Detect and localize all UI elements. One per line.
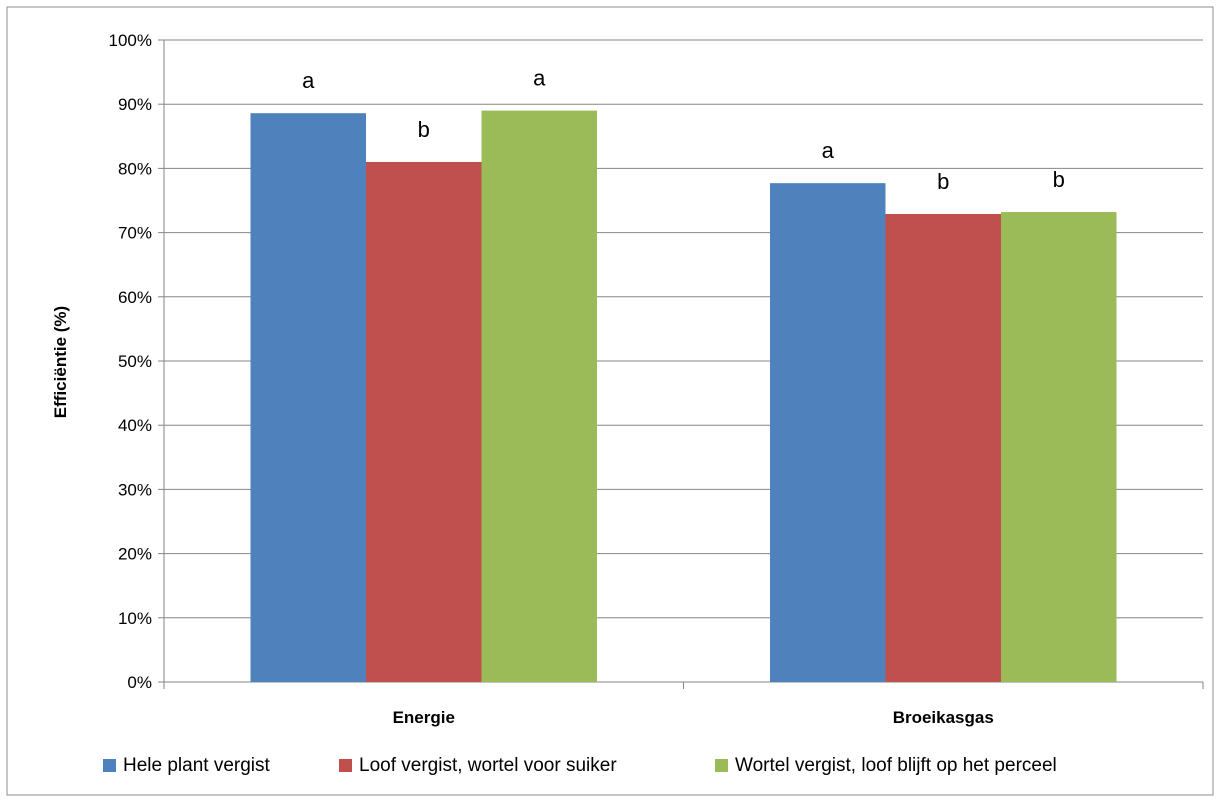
- legend-label: Hele plant vergist: [123, 755, 271, 776]
- y-tick-label: 0%: [127, 673, 152, 692]
- y-tick-label: 80%: [118, 159, 152, 178]
- bar: [366, 161, 482, 683]
- y-tick-label: 40%: [118, 416, 152, 435]
- x-tick-label: Energie: [393, 708, 455, 727]
- data-label: b: [1053, 167, 1065, 192]
- legend: Hele plant vergist Loof vergist, wortel v…: [103, 755, 1057, 776]
- bars: [250, 110, 1117, 683]
- data-label: a: [822, 138, 835, 163]
- y-tick-label: 100%: [109, 31, 152, 50]
- data-label: a: [302, 68, 315, 93]
- x-tick-label: Broeikasgas: [893, 708, 994, 727]
- bar: [1001, 212, 1117, 682]
- y-axis-label: Efficiëntie (%): [51, 306, 70, 418]
- y-tick-label: 90%: [118, 95, 152, 114]
- legend-item: Hele plant vergist: [103, 755, 271, 776]
- bar: [250, 113, 366, 683]
- bar: [481, 110, 597, 683]
- legend-label: Loof vergist, wortel voor suiker: [359, 755, 617, 776]
- y-tick-label: 10%: [118, 609, 152, 628]
- y-tick-label: 50%: [118, 352, 152, 371]
- bar: [770, 183, 886, 682]
- y-tick-label: 70%: [118, 224, 152, 243]
- y-tick-label: 30%: [118, 480, 152, 499]
- data-label: b: [418, 117, 430, 142]
- legend-item: Wortel vergist, loof blijft op het perce…: [715, 755, 1057, 776]
- legend-label: Wortel vergist, loof blijft op het perce…: [735, 755, 1057, 776]
- legend-swatch: [103, 759, 116, 772]
- bar: [885, 213, 1001, 682]
- data-label: b: [937, 169, 949, 194]
- legend-item: Loof vergist, wortel voor suiker: [339, 755, 617, 776]
- y-tick-label: 60%: [118, 288, 152, 307]
- y-tick-label: 20%: [118, 545, 152, 564]
- data-label: a: [533, 66, 546, 91]
- legend-swatch: [715, 759, 728, 772]
- data-labels: a b a a b b: [302, 66, 1065, 194]
- legend-swatch: [339, 759, 352, 772]
